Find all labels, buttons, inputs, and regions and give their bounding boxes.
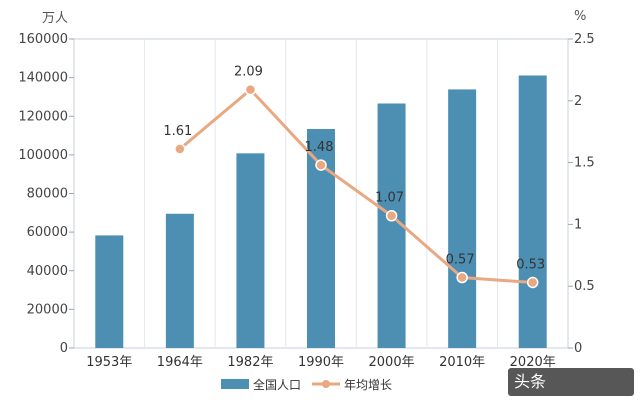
bars (95, 75, 547, 349)
growth-point (174, 143, 186, 155)
x-tick: 1964年 (157, 355, 203, 370)
growth-line: 1.61 2.09 1.48 1.07 0.57 0.53 (163, 65, 545, 289)
y-right-tick: 1.5 (574, 156, 595, 171)
x-tick: 1982年 (227, 355, 273, 370)
legend-label: 年均增长 (344, 378, 392, 392)
data-label: 1.61 (163, 124, 192, 139)
y-right-unit: % (574, 9, 586, 24)
growth-point (385, 209, 398, 222)
data-label: 1.48 (305, 140, 334, 155)
watermark: 头条 (508, 368, 634, 396)
bar (165, 213, 194, 348)
y-left-tick: 20000 (27, 302, 68, 317)
legend-label: 全国人口 (253, 377, 301, 392)
y-right-tick: 0.5 (574, 279, 595, 294)
y-right-tick: 2.5 (574, 32, 595, 47)
y-left-tick: 40000 (27, 264, 68, 279)
growth-point (456, 271, 468, 284)
x-tick: 1990年 (298, 355, 344, 370)
growth-point (315, 159, 327, 171)
legend-swatch-bar (221, 379, 249, 389)
y-left-tick: 100000 (18, 148, 68, 163)
y-left-tick: 0 (60, 341, 68, 356)
data-label: 1.07 (375, 191, 404, 206)
y-left-tick: 160000 (18, 32, 68, 47)
legend-swatch-marker (322, 380, 330, 388)
growth-point (526, 276, 539, 289)
y-right-tick: 1 (574, 217, 582, 232)
data-label: 0.53 (516, 257, 545, 272)
y-right-tick: 2 (574, 94, 582, 109)
bar (448, 89, 477, 348)
legend: 全国人口 年均增长 (221, 377, 392, 392)
axes: 万人 0 20000 40000 60000 80000 100000 120000 14000… (18, 9, 594, 370)
y-left-tick: 140000 (18, 71, 68, 86)
x-tick: 2000年 (369, 355, 415, 370)
bar (95, 235, 124, 348)
y-left-tick: 120000 (18, 109, 68, 124)
grid (144, 39, 498, 348)
bar (518, 75, 547, 349)
bar (236, 153, 265, 348)
x-tick: 2020年 (510, 355, 556, 370)
growth-line-path (178, 87, 533, 284)
growth-point (244, 83, 257, 96)
x-tick: 2010年 (439, 355, 485, 370)
data-label: 0.57 (446, 253, 475, 268)
y-left-unit: 万人 (42, 11, 68, 26)
x-tick: 1953年 (86, 355, 132, 370)
y-left-tick: 80000 (27, 187, 68, 202)
data-label: 2.09 (234, 65, 263, 80)
y-right-tick: 0 (574, 341, 582, 356)
y-left-tick: 60000 (27, 225, 68, 240)
